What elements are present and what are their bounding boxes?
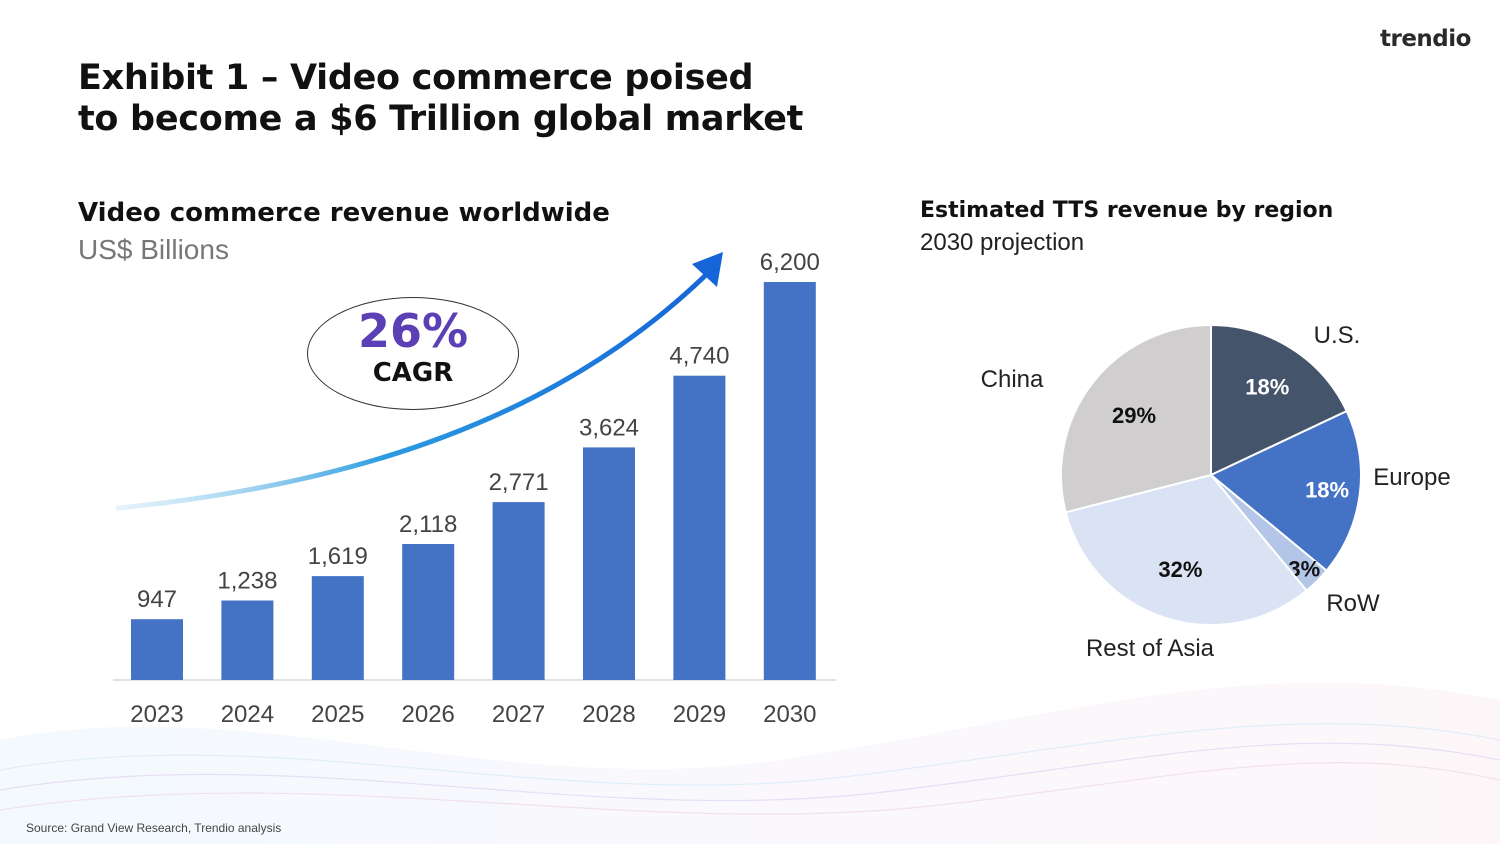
bar-2030 [763, 282, 816, 680]
pie-slice-europe [1209, 409, 1362, 573]
pie-region-label: U.S. [1314, 322, 1361, 349]
cagr-callout: 26% CAGR [307, 297, 519, 410]
bar-value-label: 1,238 [217, 568, 277, 595]
pie-region-label: Rest of Asia [1086, 635, 1215, 662]
bar-2028 [583, 447, 635, 680]
x-tick-label: 2029 [673, 701, 726, 728]
pie-percent-label: 18% [1245, 374, 1289, 399]
bar-value-label: 6,200 [760, 249, 820, 276]
pie-slice-china [1060, 323, 1212, 514]
bar-value-label: 1,619 [308, 543, 368, 570]
bar-2027 [492, 502, 545, 680]
pie-slice-rest-of-asia [1064, 473, 1309, 626]
title-line-1: Exhibit 1 – Video commerce poised [78, 58, 754, 98]
bar-value-label: 947 [137, 586, 177, 613]
growth-arrow [115, 265, 716, 511]
bar-chart-title: Video commerce revenue worldwide [78, 198, 610, 228]
pie-region-label: China [981, 366, 1044, 393]
pie-percent-label: 32% [1158, 557, 1202, 582]
x-tick-label: 2026 [402, 701, 455, 728]
page-title: Exhibit 1 – Video commerce poised to bec… [78, 58, 838, 140]
x-tick-label: 2028 [582, 701, 635, 728]
title-line-2: to become a $6 Trillion global market [78, 99, 804, 139]
bar-2025 [311, 576, 364, 680]
bar-2026 [402, 544, 455, 680]
pie-region-label: RoW [1326, 590, 1380, 617]
pie-region-label: Europe [1373, 464, 1450, 491]
cagr-label: CAGR [372, 358, 454, 388]
pie-chart-title: Estimated TTS revenue by region [920, 198, 1334, 223]
bar-2023 [131, 619, 183, 680]
x-tick-label: 2023 [130, 701, 183, 728]
x-tick-label: 2024 [221, 701, 274, 728]
bar-chart-subtitle: US$ Billions [78, 234, 229, 265]
bar-2029 [673, 375, 726, 680]
pie-slice-u-s- [1210, 323, 1349, 477]
growth-arrowhead [692, 252, 723, 287]
bar-value-label: 4,740 [669, 343, 729, 370]
bar-2024 [221, 600, 274, 680]
bar-value-label: 2,771 [489, 469, 549, 496]
x-tick-label: 2030 [763, 701, 816, 728]
pie-percent-label: 18% [1305, 478, 1349, 503]
brand-logo: trendio [1380, 26, 1471, 52]
bar-value-label: 3,624 [579, 414, 639, 441]
x-tick-label: 2027 [492, 701, 545, 728]
cagr-value: 26% [357, 304, 469, 358]
source-note: Source: Grand View Research, Trendio ana… [26, 821, 282, 835]
pie-percent-label: 29% [1112, 403, 1156, 428]
pie-chart-subtitle: 2030 projection [920, 229, 1085, 256]
bar-value-label: 2,118 [399, 511, 457, 538]
x-tick-label: 2025 [311, 701, 364, 728]
